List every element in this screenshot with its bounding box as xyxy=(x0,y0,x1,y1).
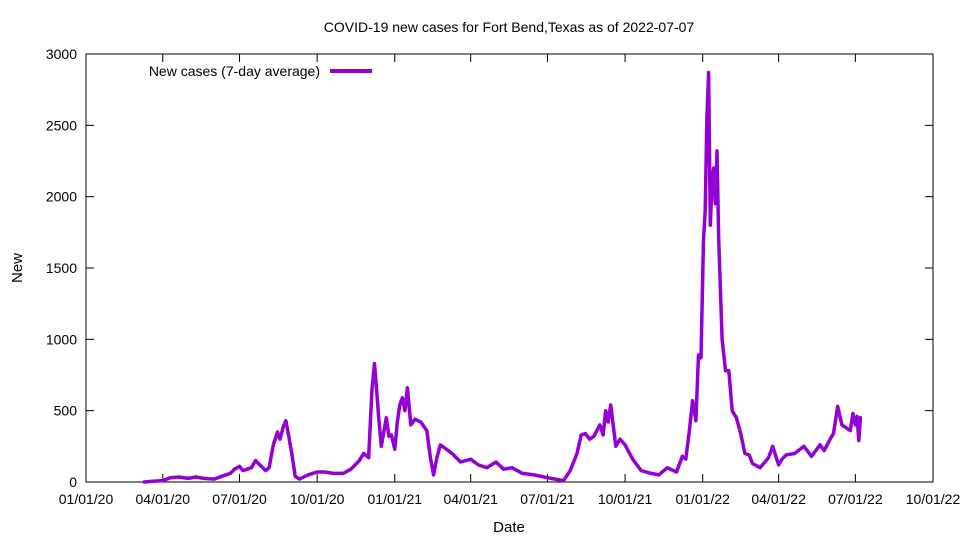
y-tick-label: 1500 xyxy=(46,260,77,276)
x-tick-label: 01/01/20 xyxy=(59,491,114,507)
x-tick-label: 04/01/20 xyxy=(136,491,191,507)
series-line xyxy=(142,70,863,484)
y-axis: 0 500 1000 1500 2000 2500 3000 xyxy=(46,46,933,490)
y-tick-label: 2500 xyxy=(46,117,77,133)
y-tick-label: 2000 xyxy=(46,189,77,205)
x-tick-label: 07/01/21 xyxy=(520,491,575,507)
x-tick-label: 07/01/22 xyxy=(828,491,883,507)
x-tick-label: 07/01/20 xyxy=(212,491,267,507)
x-tick-label: 10/01/22 xyxy=(906,491,960,507)
plot-area: 01/01/20 04/01/20 07/01/20 10/01/20 01/01/21… xyxy=(46,46,960,507)
x-tick-label: 01/01/22 xyxy=(675,491,730,507)
y-tick-label: 1000 xyxy=(46,331,77,347)
legend-label: New cases (7-day average) xyxy=(149,63,320,79)
x-axis-label: Date xyxy=(493,519,525,536)
plot-frame xyxy=(85,53,934,483)
x-tick-label: 04/01/22 xyxy=(751,491,806,507)
x-tick-label: 04/01/21 xyxy=(443,491,498,507)
legend: New cases (7-day average) xyxy=(149,63,372,79)
chart-title: COVID-19 new cases for Fort Bend,Texas a… xyxy=(324,19,695,35)
y-tick-label: 0 xyxy=(69,474,77,490)
y-tick-label: 500 xyxy=(54,403,78,419)
y-tick-label: 3000 xyxy=(46,46,77,62)
x-tick-label: 01/01/21 xyxy=(368,491,423,507)
series-layer xyxy=(142,70,863,484)
x-tick-label: 10/01/21 xyxy=(598,491,653,507)
x-tick-label: 10/01/20 xyxy=(290,491,345,507)
y-axis-label: New xyxy=(9,253,26,283)
x-axis: 01/01/20 04/01/20 07/01/20 10/01/20 01/01/21… xyxy=(59,54,960,507)
